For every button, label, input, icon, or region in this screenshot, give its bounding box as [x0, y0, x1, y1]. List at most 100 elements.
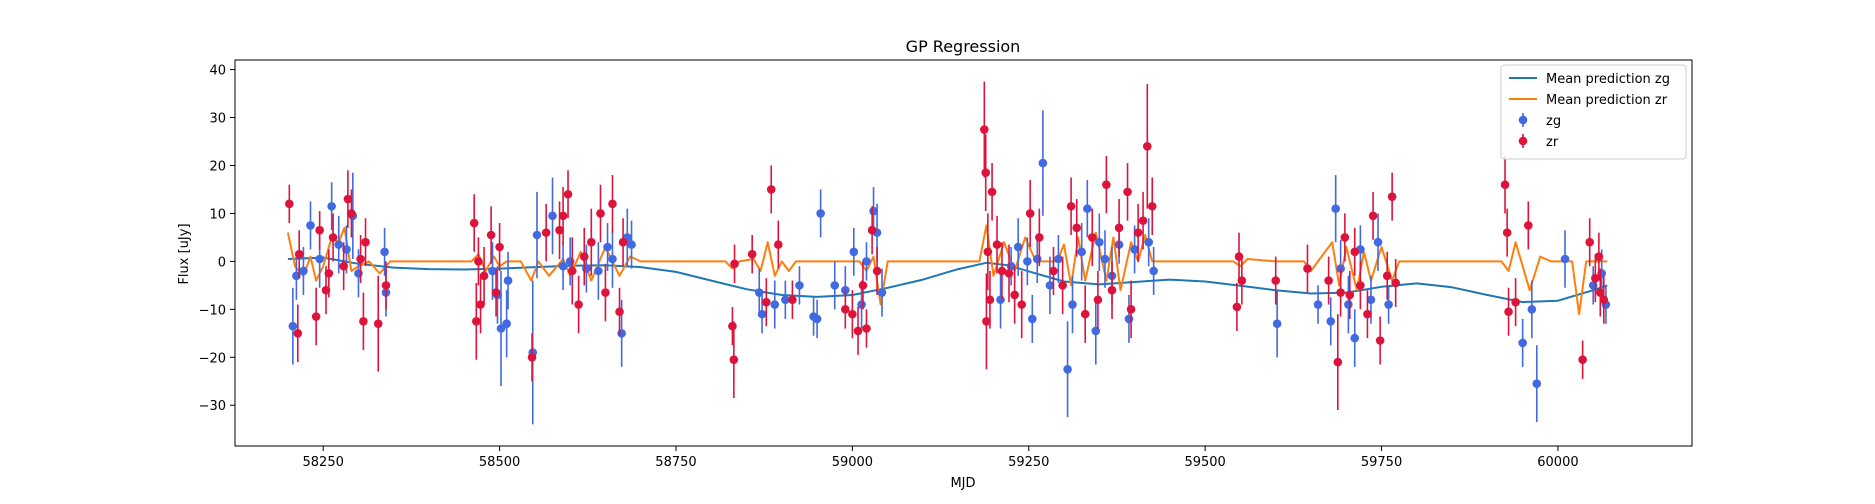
data-point-zr — [1143, 83, 1152, 209]
data-point-zg — [1068, 275, 1077, 334]
marker — [381, 281, 391, 290]
marker — [596, 209, 605, 218]
data-point-zg — [1038, 110, 1048, 216]
data-point-zr — [324, 249, 334, 298]
data-point-zr — [587, 208, 596, 276]
marker — [983, 247, 993, 257]
data-point-zr — [486, 206, 496, 264]
marker — [1083, 204, 1092, 213]
data-point-zr — [1035, 208, 1044, 267]
data-point-zr — [1232, 282, 1242, 331]
marker — [615, 307, 624, 317]
legend-entry: Mean prediction zr — [1509, 93, 1668, 108]
marker — [848, 309, 857, 319]
marker — [1133, 228, 1143, 237]
data-point-zr — [1237, 256, 1247, 305]
data-point-zr — [747, 235, 757, 274]
marker — [339, 261, 348, 271]
legend: Mean prediction zg Mean prediction zr zg zr — [1500, 64, 1687, 160]
marker — [1350, 333, 1360, 343]
marker — [488, 266, 497, 276]
data-point-zg — [327, 182, 336, 231]
legend-label: zr — [1546, 135, 1559, 150]
marker — [1350, 247, 1360, 257]
marker — [356, 254, 365, 264]
data-point-zg — [380, 227, 389, 276]
marker — [996, 295, 1005, 305]
marker — [555, 225, 564, 235]
marker — [877, 288, 887, 297]
data-point-zr — [1126, 280, 1136, 339]
data-point-zr — [347, 189, 356, 238]
marker — [1271, 276, 1281, 285]
data-point-zg — [1518, 318, 1527, 367]
marker — [288, 321, 298, 331]
marker — [1068, 300, 1077, 309]
marker — [1035, 233, 1044, 242]
marker — [867, 225, 877, 235]
data-point-zr — [1599, 275, 1609, 324]
marker — [299, 266, 308, 276]
data-point-zg — [812, 299, 822, 339]
marker — [1091, 326, 1101, 336]
data-point-zr — [527, 333, 537, 382]
data-point-zr — [862, 309, 871, 348]
data-point-zg — [1373, 213, 1383, 271]
data-point-zg — [627, 220, 636, 269]
marker — [1032, 254, 1042, 264]
marker — [1054, 254, 1063, 264]
plot-frame — [234, 59, 1693, 447]
data-point-zr — [853, 306, 863, 355]
marker — [1560, 254, 1570, 264]
marker — [1138, 216, 1148, 225]
y-tick-label: −10 — [199, 303, 226, 318]
data-point-zr — [1502, 208, 1512, 257]
data-point-zr — [1578, 340, 1587, 379]
marker — [343, 194, 353, 204]
x-tick-label: 59500 — [1184, 455, 1225, 470]
data-point-zg — [1144, 218, 1154, 267]
marker — [479, 271, 489, 281]
data-point-zr — [1524, 201, 1533, 250]
marker — [987, 187, 997, 197]
marker — [1080, 309, 1090, 319]
data-point-zr — [1340, 213, 1350, 262]
data-point-zg — [757, 294, 767, 334]
marker — [558, 261, 568, 271]
data-point-zg — [1027, 294, 1037, 343]
data-point-zr — [1511, 278, 1520, 327]
data-point-zr — [1102, 155, 1111, 214]
marker — [1340, 233, 1350, 242]
data-point-zr — [474, 237, 483, 286]
data-point-zr — [761, 278, 771, 327]
data-point-zr — [1066, 177, 1076, 236]
marker — [472, 317, 481, 326]
data-point-zg — [502, 290, 511, 358]
marker — [841, 305, 850, 314]
marker — [1578, 355, 1587, 364]
data-point-zr — [293, 304, 303, 363]
marker — [1313, 300, 1323, 309]
marker — [853, 326, 863, 336]
data-point-zr — [1093, 270, 1103, 329]
x-ticks: 58250 58500 58750 59000 59250 59500 59750 60000 — [303, 446, 1579, 470]
data-point-zr — [315, 211, 324, 250]
data-point-zr — [476, 275, 485, 334]
data-point-zg — [1077, 223, 1086, 281]
marker — [1331, 204, 1340, 213]
data-point-zr — [601, 263, 610, 322]
marker — [1594, 252, 1604, 261]
data-point-zr — [541, 203, 551, 262]
data-point-zg — [306, 201, 315, 250]
marker — [558, 211, 568, 221]
marker — [816, 209, 825, 218]
marker — [565, 257, 575, 266]
marker — [347, 209, 356, 218]
marker — [627, 240, 636, 249]
data-point-zg — [1054, 235, 1063, 283]
marker — [761, 297, 771, 307]
marker — [285, 199, 294, 209]
data-point-zr — [1271, 256, 1281, 305]
